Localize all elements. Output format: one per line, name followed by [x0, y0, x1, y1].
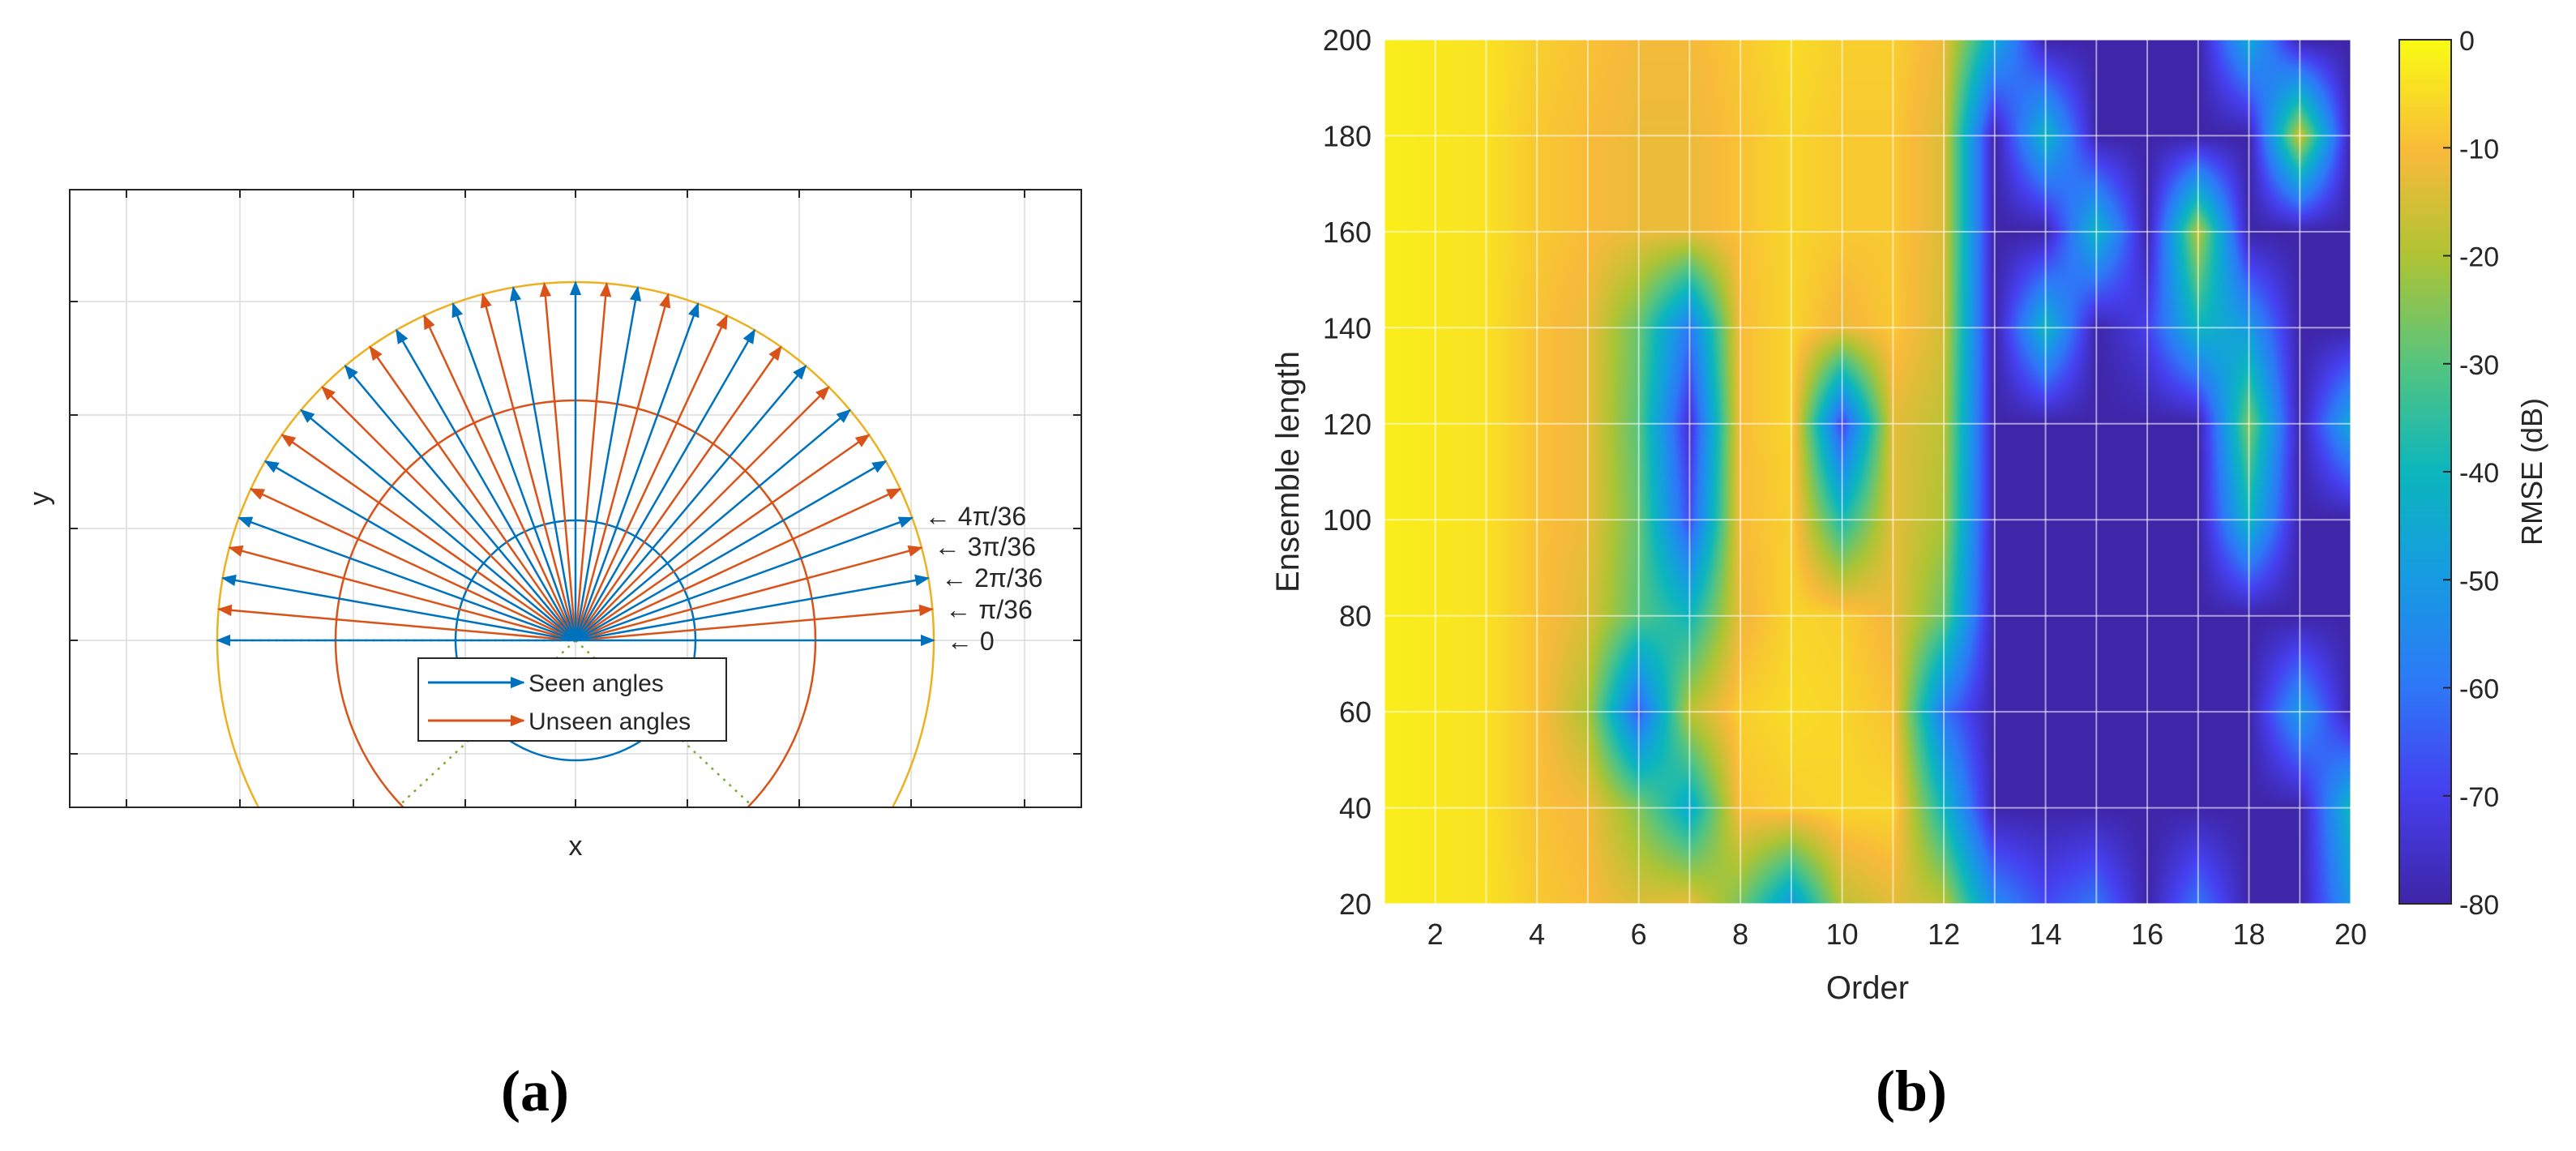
- angle-annotation-label: ← 2π/36: [941, 563, 1042, 593]
- unseen-angle-ray: [480, 293, 577, 641]
- seen-angle-ray: [574, 285, 642, 641]
- panel-b-y-tick-labels: 20 40 60 80 100 120 140 160 180 200: [1323, 24, 1371, 921]
- legend-unseen-label: Unseen angles: [528, 708, 691, 735]
- x-tick-label: 10: [1826, 918, 1859, 951]
- panel-a-y-axis-label: y: [24, 492, 55, 506]
- panel-a-tick-marks: [70, 190, 1081, 807]
- colorbar-tick-label: -50: [2459, 566, 2499, 597]
- unseen-angle-ray: [228, 545, 576, 642]
- x-tick-label: 20: [2334, 918, 2367, 951]
- seen-angle-ray: [509, 285, 577, 641]
- unseen-angle-ray: [575, 386, 830, 641]
- y-tick-label: 40: [1339, 792, 1371, 825]
- legend-box: [417, 657, 727, 742]
- angle-annotation: ← 4π/36: [925, 502, 1026, 531]
- angle-annotation: ← 2π/36: [941, 563, 1042, 593]
- unseen-angle-ray: [574, 345, 782, 641]
- seen-angle-ray: [575, 365, 807, 641]
- x-tick-label: 14: [2030, 918, 2062, 951]
- colorbar-tick-label: -60: [2459, 674, 2499, 705]
- unseen-angle-ray: [369, 345, 577, 641]
- panel-a-legend: Seen angles Unseen angles: [417, 657, 727, 742]
- panel-a-label: (a): [501, 1059, 569, 1123]
- y-tick-label: 180: [1323, 119, 1371, 152]
- seen-angle-ray: [575, 516, 914, 642]
- y-tick-label: 100: [1323, 503, 1371, 537]
- y-tick-label: 160: [1323, 216, 1371, 249]
- panel-a-angle-diagram: ← 4π/36← 3π/36← 2π/36← π/36 ← 0 Seen angl…: [24, 189, 1082, 1123]
- panel-b-x-axis-label: Order: [1826, 970, 1909, 1006]
- heatmap-image: [1384, 40, 2351, 904]
- unseen-angle-ray: [575, 434, 871, 642]
- panel-b-label: (b): [1876, 1059, 1947, 1123]
- legend-seen-label: Seen angles: [528, 670, 664, 697]
- angle-annotation: ← π/36: [945, 595, 1032, 624]
- x-tick-label: 18: [2232, 918, 2265, 951]
- y-tick-label: 140: [1323, 311, 1371, 344]
- seen-angle-ray: [220, 574, 576, 642]
- x-tick-label: 8: [1732, 918, 1748, 951]
- colorbar-tick-label: 0: [2459, 26, 2475, 57]
- unseen-angle-ray: [575, 604, 935, 642]
- panel-a-angle-rays: [216, 280, 935, 647]
- seen-angle-ray: [574, 328, 756, 641]
- angle-annotation-label: ← 4π/36: [925, 502, 1026, 531]
- panel-a-angle-annotations: ← 4π/36← 3π/36← 2π/36← π/36 ← 0: [925, 502, 1043, 656]
- x-tick-label: 12: [1928, 918, 1960, 951]
- colorbar-tick-label: -30: [2459, 350, 2499, 381]
- x-tick-label: 6: [1631, 918, 1647, 951]
- panel-b-heatmap: 2 4 6 8 10 12 14 16 18 20 20 40 60 80 100 120 140 160 180…: [1270, 24, 2548, 1123]
- seen-angle-ray: [575, 460, 888, 642]
- unseen-angle-ray: [574, 281, 612, 641]
- y-tick-label: 20: [1339, 888, 1371, 921]
- unseen-angle-ray: [249, 488, 576, 642]
- unseen-angle-ray: [321, 386, 576, 641]
- y-tick-label: 80: [1339, 600, 1371, 633]
- unseen-angle-ray: [574, 314, 728, 641]
- seen-angle-ray: [575, 409, 851, 641]
- y-tick-label: 120: [1323, 408, 1371, 441]
- unseen-angle-ray: [575, 545, 923, 642]
- angle-annotation: ← 3π/36: [935, 533, 1036, 562]
- unseen-angle-ray: [423, 314, 577, 641]
- seen-angle-ray: [395, 328, 577, 641]
- x-tick-label: 4: [1529, 918, 1545, 951]
- angle-annotation-label: ← 3π/36: [935, 533, 1036, 562]
- angle-annotation-label: ← π/36: [945, 595, 1032, 624]
- seen-angle-ray: [300, 409, 576, 641]
- y-tick-label: 200: [1323, 24, 1371, 57]
- unseen-angle-ray: [539, 281, 577, 641]
- angle-annotation: ← 0: [947, 627, 995, 656]
- unseen-angle-ray: [216, 604, 576, 642]
- seen-angle-ray: [574, 302, 700, 641]
- y-tick-label: 60: [1339, 695, 1371, 729]
- colorbar-tick-label: -20: [2459, 242, 2499, 273]
- unseen-angle-ray: [280, 434, 576, 642]
- seen-angle-ray: [344, 365, 576, 641]
- panel-a-x-axis-label: x: [569, 831, 583, 862]
- x-tick-label: 16: [2131, 918, 2163, 951]
- panel-b-x-tick-labels: 2 4 6 8 10 12 14 16 18 20: [1427, 918, 2367, 951]
- unseen-angle-ray: [575, 488, 902, 642]
- angle-annotation-label: ← 0: [947, 627, 995, 656]
- seen-angle-ray: [451, 302, 577, 641]
- seen-angle-ray: [263, 460, 576, 642]
- colorbar-image: [2399, 40, 2451, 904]
- colorbar-tick-label: -40: [2459, 458, 2499, 489]
- colorbar-tick-labels: 0 -10 -20 -30 -40 -50 -60 -70 -80: [2443, 26, 2499, 921]
- panel-b-grid: [1384, 39, 2351, 905]
- colorbar-tick-label: -80: [2459, 890, 2499, 921]
- seen-angle-ray: [575, 574, 931, 642]
- colorbar-tick-label: -10: [2459, 134, 2499, 165]
- panel-b-y-axis-label: Ensemble length: [1270, 351, 1306, 593]
- colorbar-tick-label: -70: [2459, 782, 2499, 813]
- x-tick-label: 2: [1427, 918, 1444, 951]
- colorbar-label: RMSE (dB): [2515, 398, 2548, 546]
- unseen-angle-ray: [574, 293, 671, 641]
- seen-angle-ray: [237, 516, 576, 642]
